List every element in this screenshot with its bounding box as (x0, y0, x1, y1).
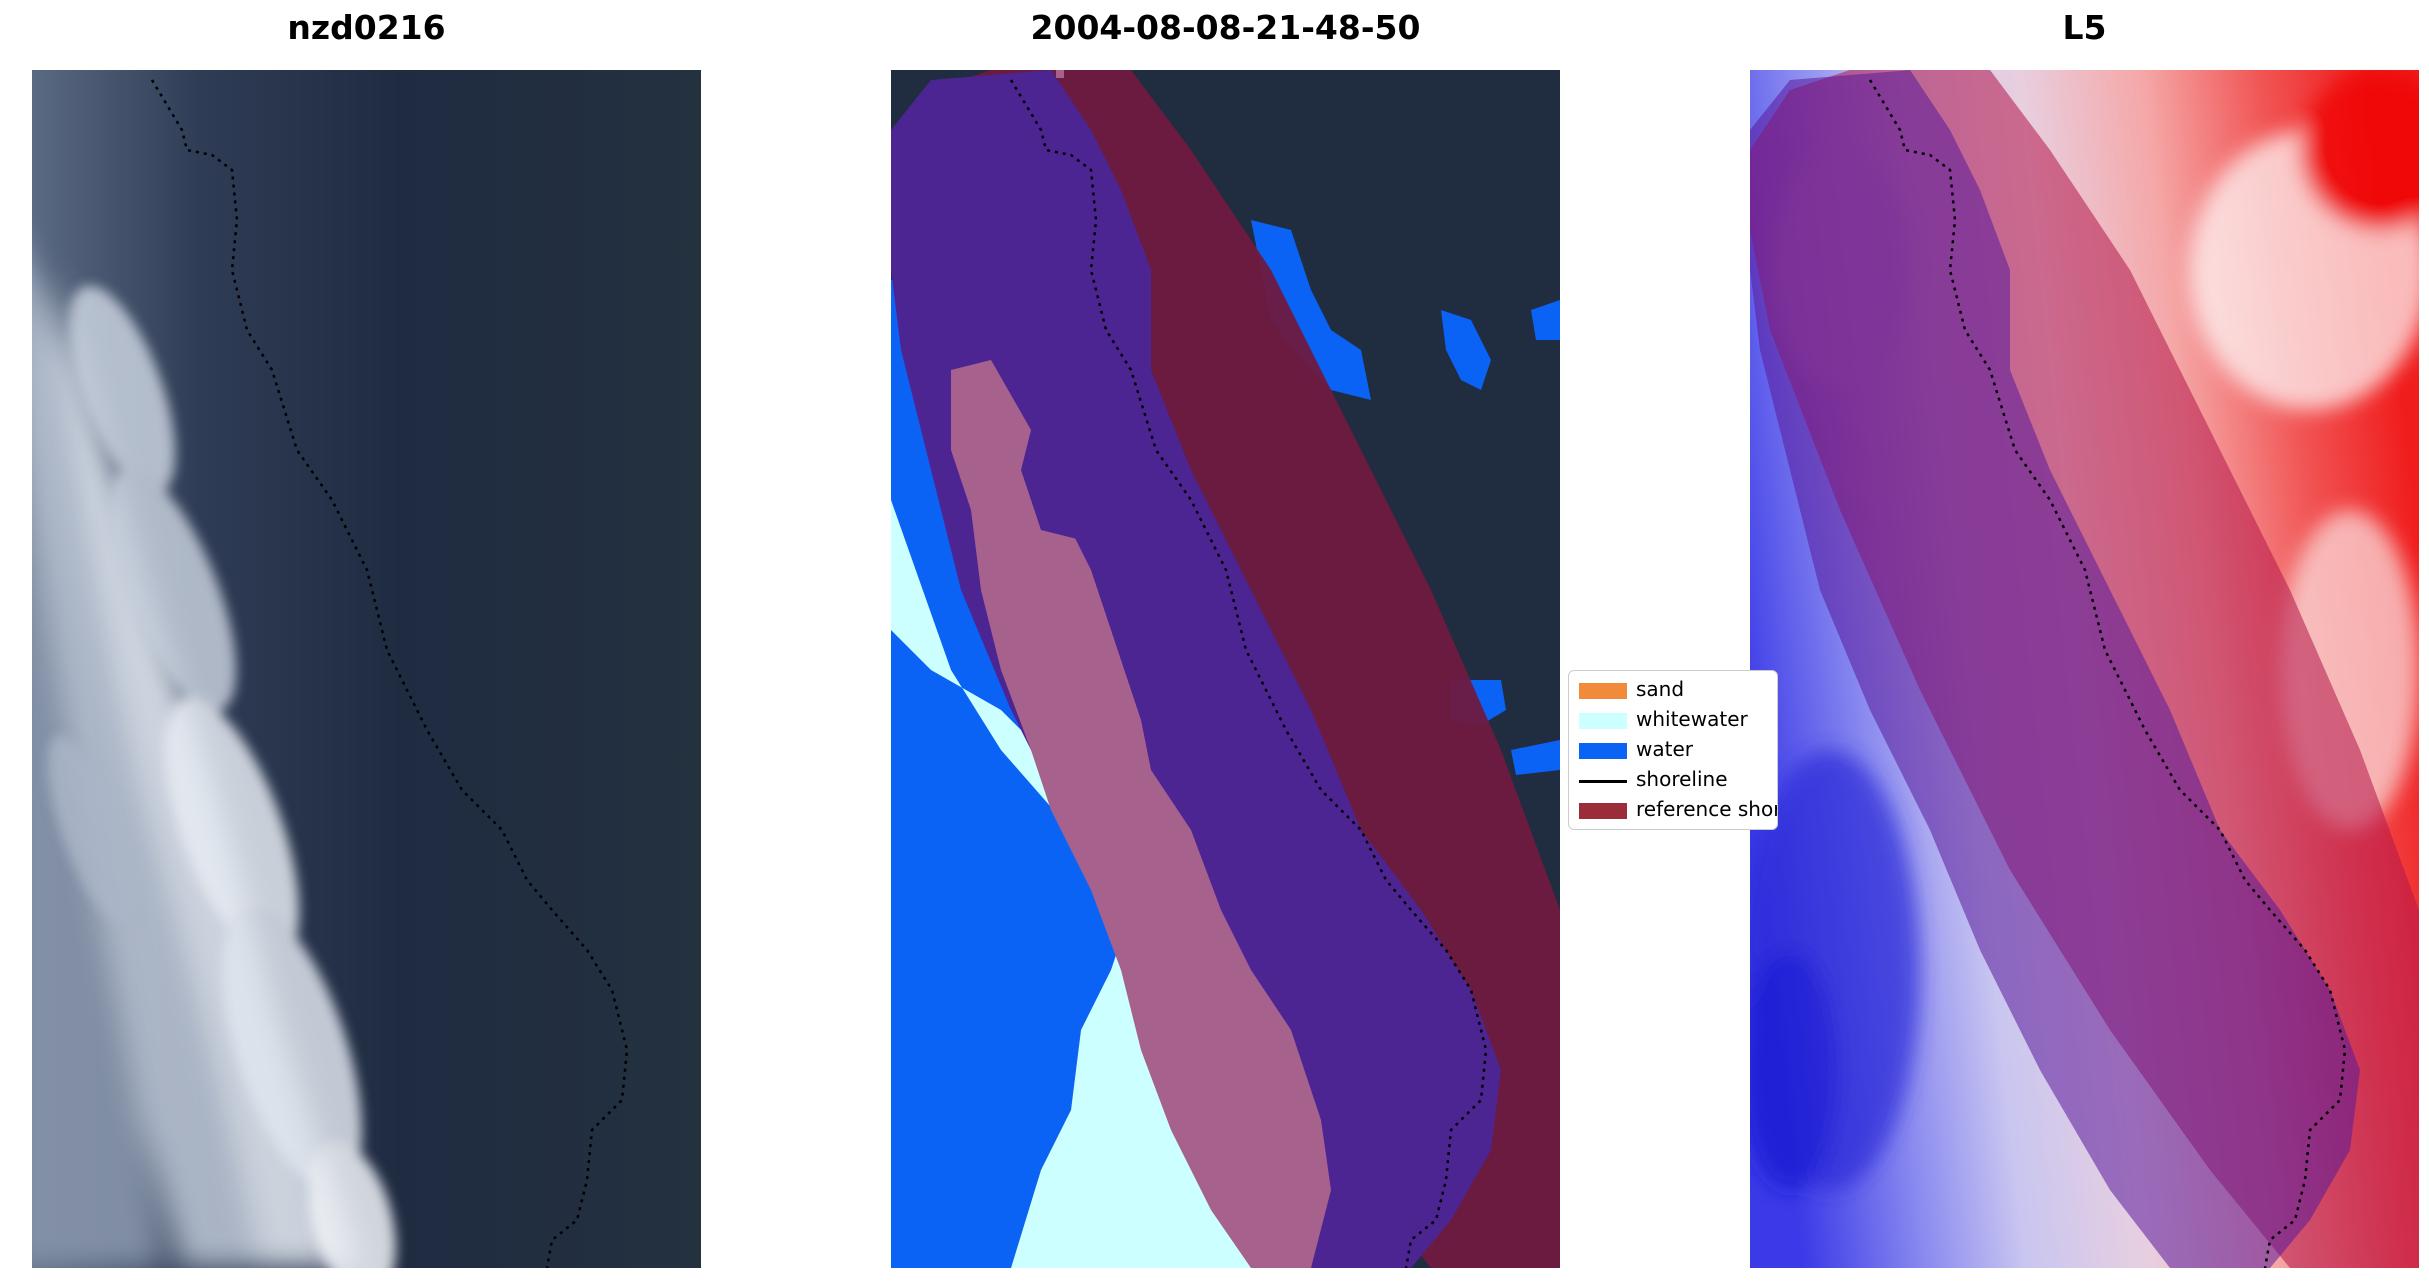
legend-item-water: water (1569, 735, 1777, 765)
legend-item-whitewater: whitewater (1569, 705, 1777, 735)
legend-item-reference-buffer: reference shoreline buffer (1569, 795, 1777, 825)
legend-label: whitewater (1636, 707, 1748, 731)
surf-bands (47, 285, 396, 1268)
shoreline-trace (1868, 79, 2347, 1268)
index-map (1750, 70, 2419, 1268)
panel-title-classification: 2004-08-08-21-48-50 (1030, 8, 1421, 47)
reference-buffer-swatch (1579, 803, 1627, 819)
satellite-image (32, 70, 701, 1268)
shoreline-trace (1009, 79, 1488, 1268)
legend-label: shoreline (1636, 767, 1728, 791)
legend: sand whitewater water shoreline referenc… (1568, 670, 1778, 830)
index-panel (1750, 70, 2419, 1268)
legend-label: water (1636, 737, 1693, 761)
shoreline-trace (150, 79, 629, 1268)
whitewater-swatch (1579, 713, 1627, 729)
legend-label: sand (1636, 677, 1685, 701)
panel-title-index: L5 (2062, 8, 2107, 47)
buffer-overlap (891, 70, 1501, 1268)
legend-item-shoreline: shoreline (1569, 765, 1777, 795)
legend-item-sand: sand (1569, 675, 1777, 705)
satellite-image-panel (32, 70, 701, 1268)
sand-swatch (1579, 683, 1627, 699)
shoreline-line-swatch (1579, 780, 1627, 783)
sand-overlap (951, 360, 1331, 1268)
legend-label: reference shoreline buffer (1636, 797, 1778, 821)
classification-map (891, 70, 1560, 1268)
water-swatch (1579, 743, 1627, 759)
panel-title-image: nzd0216 (287, 8, 446, 47)
classification-panel (891, 70, 1560, 1268)
buffer-overlap (1750, 70, 2360, 1268)
